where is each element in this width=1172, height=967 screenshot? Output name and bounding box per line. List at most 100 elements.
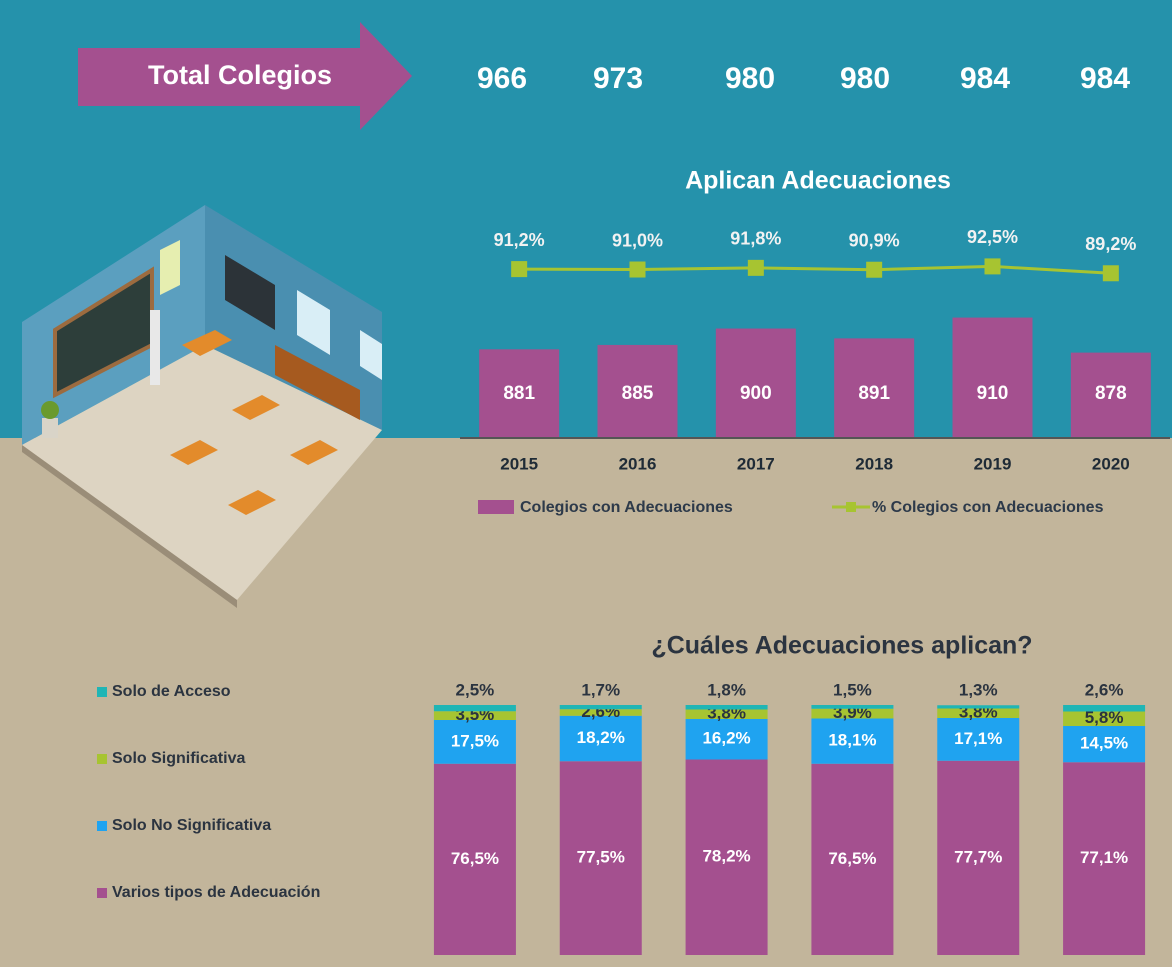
bar (479, 349, 560, 438)
poster (160, 240, 180, 295)
total-value: 980 (840, 62, 890, 95)
segment-value-label: 77,1% (1080, 848, 1128, 867)
stacked-segment (685, 705, 768, 710)
right-wall (205, 205, 382, 430)
stacked-segment (811, 708, 894, 719)
stacked-segment (559, 761, 642, 955)
bar-value-label: 881 (503, 383, 535, 404)
line-value-label: 92,5% (967, 227, 1018, 247)
bar-value-label: 885 (622, 383, 654, 404)
teacher (150, 310, 160, 385)
bar (834, 338, 915, 438)
x-tick-label: 2018 (855, 454, 893, 473)
board (225, 255, 275, 330)
line-marker (629, 261, 646, 278)
desk (170, 440, 218, 465)
classroom-illustration (22, 205, 382, 608)
plant (41, 401, 59, 419)
legend-swatch (478, 500, 514, 514)
x-tick-label: 2017 (737, 454, 775, 473)
stacked-segment (937, 760, 1020, 955)
segment-value-label: 1,5% (833, 680, 872, 699)
stacked-segment (1063, 705, 1146, 712)
segment-value-label: 1,3% (959, 681, 998, 700)
chart-title: Aplican Adecuaciones (685, 167, 951, 195)
stacked-segment (811, 718, 894, 764)
legend-swatch (97, 754, 107, 764)
line-value-label: 91,0% (612, 230, 663, 250)
legend-swatch (97, 888, 107, 898)
segment-value-label: 76,5% (828, 849, 876, 868)
segment-value-label: 17,5% (451, 731, 499, 750)
stacked-segment (559, 715, 642, 762)
totals-title: Total Colegios (148, 60, 332, 90)
segment-value-label: 77,7% (954, 847, 1002, 866)
segment-value-label: 2,6% (1085, 680, 1124, 699)
desk (290, 440, 338, 465)
stacked-segment (1063, 726, 1146, 763)
arrow (78, 22, 412, 130)
stacked-segment (433, 763, 516, 955)
bar-value-label: 910 (977, 383, 1009, 404)
bar (715, 328, 796, 438)
segment-value-label: 1,8% (707, 680, 746, 699)
chart-title: ¿Cuáles Adecuaciones aplican? (651, 632, 1032, 660)
segment-value-label: 18,2% (577, 728, 625, 747)
bar (952, 317, 1033, 438)
legend-label: % Colegios con Adecuaciones (872, 499, 1104, 516)
stacked-segment (1063, 711, 1146, 726)
desk (182, 330, 232, 356)
line-value-label: 89,2% (1085, 234, 1136, 254)
segment-value-label: 76,5% (451, 849, 499, 868)
floor (22, 345, 382, 600)
line-marker (984, 258, 1001, 275)
x-tick-label: 2015 (500, 454, 538, 473)
stacked-segment (433, 711, 516, 720)
line-value-label: 91,2% (494, 230, 545, 250)
desk (228, 490, 276, 515)
line-value-label: 91,8% (730, 229, 781, 249)
legend-swatch (846, 502, 856, 512)
total-value: 984 (1080, 62, 1130, 95)
line-value-label: 90,9% (849, 230, 900, 250)
legend-label: Solo No Significativa (112, 817, 271, 834)
segment-value-label: 78,2% (702, 847, 750, 866)
segment-value-label: 16,2% (702, 729, 750, 748)
bar-value-label: 891 (858, 383, 890, 404)
x-tick-label: 2020 (1092, 454, 1130, 473)
window (360, 330, 382, 380)
legend-swatch (97, 687, 107, 697)
stacked-segment (685, 709, 768, 719)
line-marker (866, 261, 883, 278)
plant-pot (42, 418, 58, 438)
window (297, 290, 330, 355)
stacked-segment (559, 709, 642, 716)
legend-label: Varios tipos de Adecuación (112, 884, 320, 901)
shelf (275, 345, 360, 420)
line-marker (747, 259, 764, 276)
desk (232, 395, 280, 420)
stacked-segment (1063, 762, 1146, 955)
line (519, 264, 1111, 275)
floor-edge (22, 445, 237, 608)
segment-value-label: 5,8% (1085, 708, 1124, 727)
stacked-segment (937, 705, 1020, 709)
legend-label: Colegios con Adecuaciones (520, 499, 733, 516)
line-marker (511, 261, 528, 278)
stacked-segment (937, 708, 1020, 718)
legend-label: Solo de Acceso (112, 683, 231, 700)
stacked-segment (811, 763, 894, 955)
stacked-segment (685, 759, 768, 955)
total-value: 966 (477, 62, 527, 95)
segment-value-label: 1,7% (581, 680, 620, 699)
bar-value-label: 878 (1095, 383, 1127, 404)
bar (1070, 352, 1151, 438)
x-tick-label: 2019 (974, 454, 1012, 473)
stacked-segment (433, 705, 516, 712)
segment-value-label: 17,1% (954, 729, 1002, 748)
line-marker (1102, 265, 1119, 282)
segment-value-label: 77,5% (577, 848, 625, 867)
segment-value-label: 14,5% (1080, 734, 1128, 753)
